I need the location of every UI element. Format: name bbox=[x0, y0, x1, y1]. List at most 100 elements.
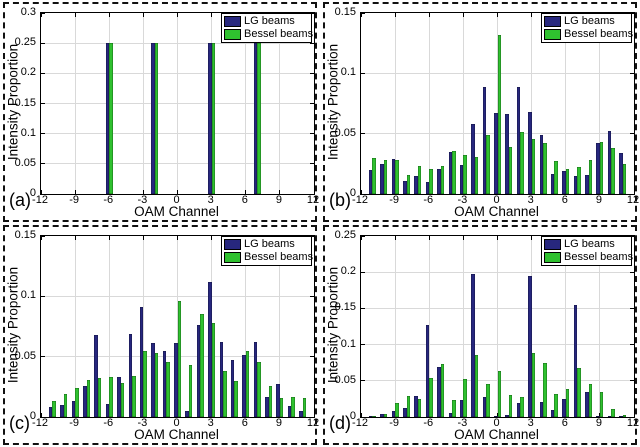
bar-lg-ch-3 bbox=[459, 165, 464, 194]
legend-item-lg: LG beams bbox=[544, 15, 631, 28]
legend: LG beams Bessel beams bbox=[541, 236, 634, 266]
y-tick-mark bbox=[630, 12, 634, 14]
bar-lg-ch4 bbox=[539, 401, 543, 417]
bar-lg-ch-1 bbox=[162, 350, 167, 417]
panel-b: Intensity Proportion OAM Channel (b) LG … bbox=[320, 0, 640, 224]
x-tick-mark bbox=[360, 13, 362, 17]
bar-bessel-ch6 bbox=[245, 350, 250, 417]
x-gridline bbox=[565, 236, 567, 417]
bar-bessel-ch8 bbox=[268, 385, 272, 417]
bar-lg-ch8 bbox=[585, 392, 589, 417]
bar-bessel-ch11 bbox=[622, 163, 627, 194]
y-axis-label: Intensity Proportion bbox=[325, 43, 341, 161]
bar-bessel-ch-2 bbox=[154, 353, 159, 417]
bar-lg-ch1 bbox=[505, 414, 509, 417]
bar-bessel-ch-3 bbox=[463, 155, 467, 194]
y-tick-label: 0 bbox=[349, 187, 356, 199]
x-tick-label: 12 bbox=[626, 417, 640, 429]
x-tick-label: 12 bbox=[306, 417, 320, 429]
legend-item-lg: LG beams bbox=[224, 15, 311, 28]
x-gridline bbox=[565, 13, 567, 194]
bar-lg-ch-7 bbox=[414, 175, 418, 194]
y-axis-label: Intensity Proportion bbox=[325, 266, 341, 384]
bar-lg-ch3 bbox=[208, 43, 212, 194]
x-gridline bbox=[108, 236, 110, 417]
y-tick-mark bbox=[361, 133, 365, 135]
x-tick-mark bbox=[313, 236, 315, 240]
y-tick-mark bbox=[310, 133, 314, 135]
y-tick-mark bbox=[41, 235, 45, 237]
x-tick-label: -12 bbox=[352, 194, 368, 206]
x-gridline bbox=[462, 13, 464, 194]
bar-lg-ch2 bbox=[516, 403, 521, 417]
y-tick-mark bbox=[361, 271, 365, 273]
bar-bessel-ch4 bbox=[223, 371, 227, 417]
x-tick-mark bbox=[108, 236, 110, 240]
y-tick-label: 0 bbox=[29, 410, 36, 422]
panel-label: (d) bbox=[329, 413, 351, 433]
plot-area bbox=[40, 12, 315, 195]
bar-lg-ch-6 bbox=[425, 325, 430, 417]
bar-bessel-ch-7 bbox=[417, 398, 422, 417]
bar-bessel-ch-11 bbox=[372, 415, 376, 417]
y-tick-mark bbox=[361, 193, 365, 195]
legend-label-bessel: Bessel beams bbox=[564, 251, 634, 263]
x-tick-label: 0 bbox=[173, 417, 180, 429]
y-tick-label: 0.15 bbox=[334, 6, 356, 18]
bar-bessel-ch9 bbox=[279, 397, 284, 417]
x-tick-mark bbox=[40, 236, 42, 240]
y-tick-mark bbox=[310, 295, 314, 297]
bar-bessel-ch-6 bbox=[429, 168, 433, 194]
x-gridline bbox=[531, 13, 533, 194]
panel-label: (b) bbox=[329, 190, 351, 210]
bar-bessel-ch10 bbox=[611, 148, 615, 194]
y-tick-mark bbox=[630, 344, 634, 346]
x-tick-label: 9 bbox=[275, 194, 282, 206]
lg-color-swatch bbox=[224, 239, 241, 250]
bar-bessel-ch8 bbox=[588, 160, 592, 194]
x-tick-mark bbox=[531, 13, 533, 17]
x-tick-label: -3 bbox=[457, 417, 468, 429]
bar-bessel-ch0 bbox=[177, 301, 181, 417]
y-tick-label: 0.2 bbox=[20, 66, 36, 79]
x-tick-label: 6 bbox=[241, 417, 248, 429]
bar-bessel-ch-10 bbox=[383, 160, 388, 194]
bar-bessel-ch-9 bbox=[75, 388, 79, 417]
bar-bessel-ch-8 bbox=[406, 174, 410, 194]
bar-bessel-ch-4 bbox=[452, 150, 456, 194]
bar-bessel-ch-9 bbox=[395, 160, 399, 194]
x-tick-label: -12 bbox=[32, 194, 48, 206]
y-gridline bbox=[41, 42, 314, 44]
legend: LG beams Bessel beams bbox=[221, 13, 313, 43]
y-tick-mark bbox=[41, 416, 45, 418]
y-tick-label: 0.15 bbox=[14, 229, 36, 241]
bar-lg-ch1 bbox=[505, 114, 509, 194]
bar-lg-ch6 bbox=[242, 355, 246, 417]
bar-bessel-ch-7 bbox=[97, 378, 102, 417]
bar-bessel-ch-8 bbox=[86, 379, 90, 417]
y-gridline bbox=[41, 103, 314, 104]
y-tick-label: 0.3 bbox=[20, 6, 36, 18]
bar-lg-ch4 bbox=[219, 342, 223, 417]
bar-bessel-ch5 bbox=[554, 393, 558, 417]
x-tick-mark bbox=[633, 190, 635, 194]
bar-lg-ch-10 bbox=[380, 163, 384, 194]
x-gridline bbox=[599, 236, 601, 417]
panel-label: (a) bbox=[9, 190, 31, 210]
x-tick-label: -9 bbox=[389, 417, 400, 429]
bar-lg-ch-1 bbox=[482, 86, 487, 194]
legend-item-lg: LG beams bbox=[544, 238, 631, 251]
bar-lg-ch7 bbox=[573, 175, 578, 194]
x-tick-mark bbox=[142, 13, 144, 17]
y-tick-mark bbox=[41, 193, 45, 195]
x-gridline bbox=[279, 236, 281, 417]
y-gridline bbox=[41, 72, 314, 74]
bar-lg-ch-5 bbox=[437, 367, 441, 417]
y-tick-mark bbox=[41, 12, 45, 14]
x-tick-mark bbox=[313, 13, 315, 17]
bar-bessel-ch-6 bbox=[429, 377, 433, 417]
x-tick-label: -12 bbox=[352, 417, 368, 429]
bar-bessel-ch9 bbox=[599, 142, 604, 194]
y-tick-mark bbox=[310, 416, 314, 418]
x-tick-label: 0 bbox=[493, 417, 500, 429]
